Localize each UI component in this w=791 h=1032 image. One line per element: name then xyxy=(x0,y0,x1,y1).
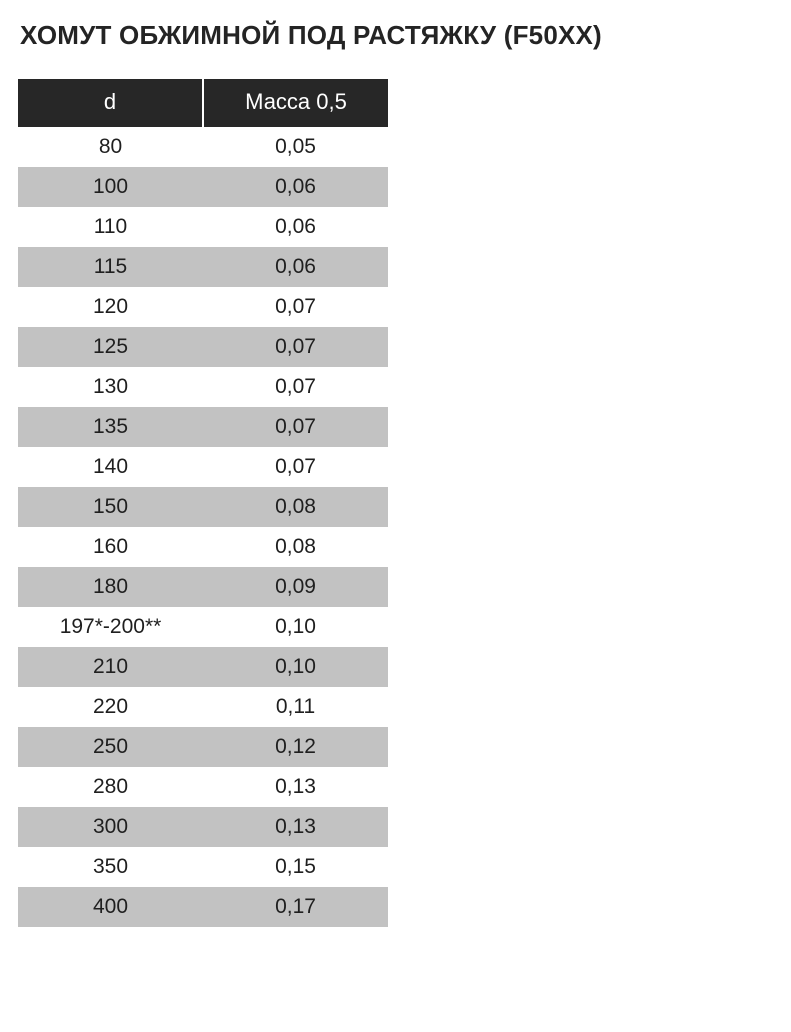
cell-d: 210 xyxy=(18,647,203,687)
table-row: 1250,07 xyxy=(18,327,388,367)
table-row: 2100,10 xyxy=(18,647,388,687)
table-row: 3000,13 xyxy=(18,807,388,847)
cell-d: 250 xyxy=(18,727,203,767)
cell-d: 120 xyxy=(18,287,203,327)
cell-d: 197*-200** xyxy=(18,607,203,647)
table-row: 1150,06 xyxy=(18,247,388,287)
cell-d: 110 xyxy=(18,207,203,247)
cell-d: 300 xyxy=(18,807,203,847)
table-row: 1500,08 xyxy=(18,487,388,527)
cell-mass: 0,10 xyxy=(203,607,388,647)
cell-d: 140 xyxy=(18,447,203,487)
cell-mass: 0,15 xyxy=(203,847,388,887)
cell-d: 280 xyxy=(18,767,203,807)
cell-mass: 0,13 xyxy=(203,767,388,807)
cell-mass: 0,07 xyxy=(203,327,388,367)
cell-d: 220 xyxy=(18,687,203,727)
cell-mass: 0,12 xyxy=(203,727,388,767)
cell-mass: 0,08 xyxy=(203,527,388,567)
col-header-mass: Масса 0,5 xyxy=(203,79,388,127)
cell-d: 160 xyxy=(18,527,203,567)
table-row: 3500,15 xyxy=(18,847,388,887)
table-row: 1600,08 xyxy=(18,527,388,567)
cell-mass: 0,10 xyxy=(203,647,388,687)
cell-d: 180 xyxy=(18,567,203,607)
cell-d: 100 xyxy=(18,167,203,207)
cell-mass: 0,11 xyxy=(203,687,388,727)
table-row: 1800,09 xyxy=(18,567,388,607)
cell-d: 80 xyxy=(18,127,203,167)
table-row: 1200,07 xyxy=(18,287,388,327)
cell-d: 350 xyxy=(18,847,203,887)
table-row: 1300,07 xyxy=(18,367,388,407)
cell-d: 130 xyxy=(18,367,203,407)
table-header-row: d Масса 0,5 xyxy=(18,79,388,127)
cell-d: 125 xyxy=(18,327,203,367)
cell-d: 115 xyxy=(18,247,203,287)
table-row: 4000,17 xyxy=(18,887,388,927)
table-row: 800,05 xyxy=(18,127,388,167)
cell-d: 400 xyxy=(18,887,203,927)
col-header-d: d xyxy=(18,79,203,127)
table-row: 2200,11 xyxy=(18,687,388,727)
spec-table: d Масса 0,5 800,051000,061100,061150,061… xyxy=(18,79,388,927)
cell-mass: 0,13 xyxy=(203,807,388,847)
table-row: 1100,06 xyxy=(18,207,388,247)
table-body: 800,051000,061100,061150,061200,071250,0… xyxy=(18,127,388,927)
table-head: d Масса 0,5 xyxy=(18,79,388,127)
cell-mass: 0,07 xyxy=(203,367,388,407)
cell-mass: 0,06 xyxy=(203,247,388,287)
table-row: 1400,07 xyxy=(18,447,388,487)
cell-mass: 0,06 xyxy=(203,167,388,207)
cell-mass: 0,08 xyxy=(203,487,388,527)
cell-mass: 0,07 xyxy=(203,407,388,447)
table-row: 2500,12 xyxy=(18,727,388,767)
table-row: 1350,07 xyxy=(18,407,388,447)
cell-mass: 0,07 xyxy=(203,287,388,327)
table-row: 1000,06 xyxy=(18,167,388,207)
table-row: 2800,13 xyxy=(18,767,388,807)
cell-mass: 0,07 xyxy=(203,447,388,487)
cell-mass: 0,09 xyxy=(203,567,388,607)
cell-d: 150 xyxy=(18,487,203,527)
cell-mass: 0,06 xyxy=(203,207,388,247)
page: ХОМУТ ОБЖИМНОЙ ПОД РАСТЯЖКУ (F50XX) d Ма… xyxy=(0,0,791,927)
table-row: 197*-200**0,10 xyxy=(18,607,388,647)
cell-d: 135 xyxy=(18,407,203,447)
cell-mass: 0,17 xyxy=(203,887,388,927)
page-title: ХОМУТ ОБЖИМНОЙ ПОД РАСТЯЖКУ (F50XX) xyxy=(20,20,773,51)
cell-mass: 0,05 xyxy=(203,127,388,167)
